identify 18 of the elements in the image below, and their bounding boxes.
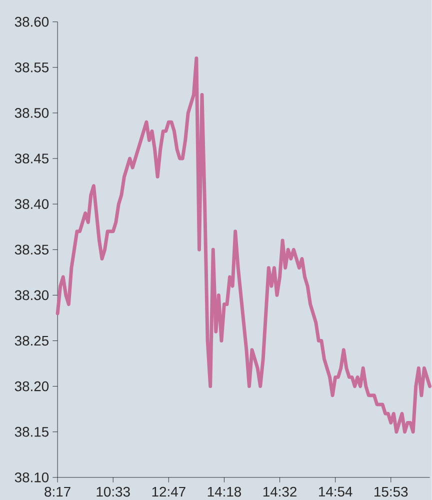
x-tick-label: 14:18: [208, 486, 242, 497]
y-tick-label: 38.10: [14, 472, 49, 482]
x-tick-label: 10:33: [96, 486, 130, 497]
x-tick-label: 15:53: [374, 486, 408, 497]
y-tick-label: 38.35: [14, 244, 49, 255]
x-tick-label: 14:54: [319, 486, 352, 497]
y-tick-label: 38.15: [14, 426, 49, 437]
y-tick-label: 38.20: [14, 381, 49, 392]
y-tick-label: 38.45: [14, 154, 49, 164]
y-tick-label: 38.55: [14, 62, 49, 72]
y-tick-label: 38.60: [14, 16, 49, 27]
y-tick-label: 38.40: [14, 199, 49, 209]
x-tick-label: 14:32: [264, 486, 297, 497]
y-tick-label: 38.25: [14, 336, 49, 346]
x-tick-label: 12:47: [152, 486, 186, 497]
y-tick-label: 38.50: [14, 108, 49, 118]
x-tick-label: 8:17: [44, 486, 71, 497]
y-tick-label: 38.30: [14, 290, 49, 300]
